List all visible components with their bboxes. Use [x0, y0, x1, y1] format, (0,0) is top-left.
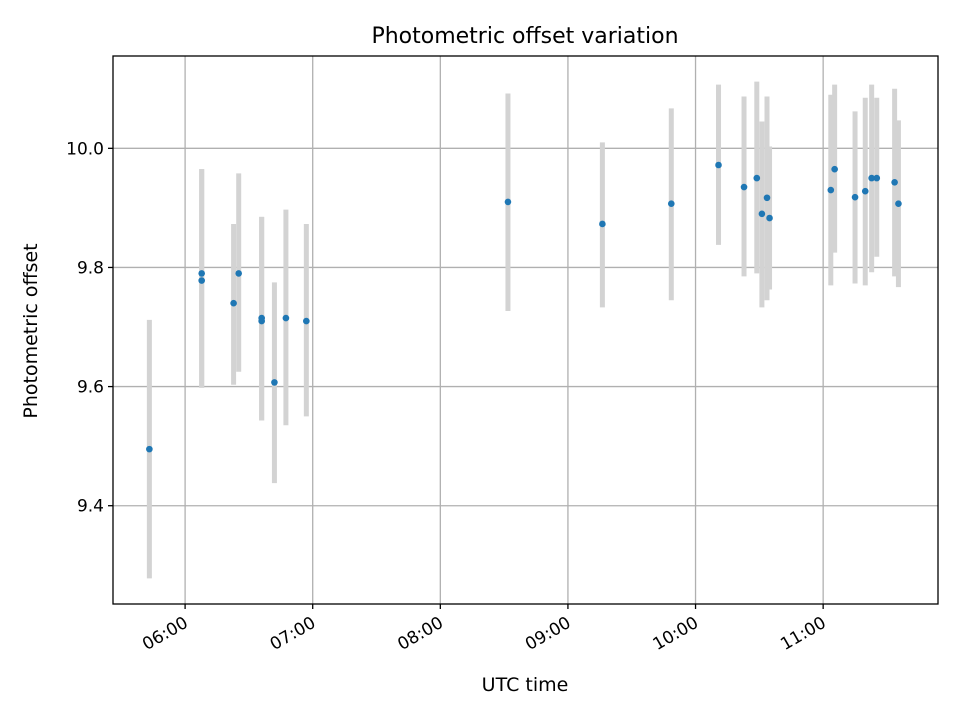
y-tick-label: 9.6 — [77, 378, 104, 398]
data-point — [763, 194, 771, 202]
data-point — [868, 174, 875, 182]
data-point — [740, 183, 748, 191]
data-point — [827, 186, 835, 194]
data-point — [753, 174, 761, 182]
data-point — [715, 161, 722, 169]
data-point — [758, 210, 766, 218]
chart-title: Photometric offset variation — [371, 24, 678, 49]
data-point — [667, 200, 675, 208]
y-tick-label: 10.0 — [66, 139, 104, 159]
data-point — [504, 198, 512, 206]
y-tick-label: 9.8 — [77, 258, 104, 278]
data-point — [831, 165, 838, 173]
grid — [113, 56, 938, 604]
data-point — [271, 379, 278, 386]
data-point — [766, 214, 773, 222]
data-point — [873, 174, 881, 182]
y-tick-label: 9.4 — [77, 497, 104, 517]
data-point — [146, 445, 153, 453]
data-point — [891, 178, 898, 186]
data-point — [851, 193, 859, 201]
data-point — [282, 314, 290, 322]
data-point — [235, 270, 242, 277]
y-axis-label: Photometric offset — [20, 243, 42, 418]
data-point — [861, 187, 869, 195]
x-axis-label: UTC time — [482, 674, 569, 696]
data-point — [895, 200, 902, 208]
data-point — [258, 317, 265, 325]
data-point — [198, 270, 205, 277]
data-points — [146, 161, 902, 453]
data-point — [599, 220, 606, 228]
plot-frame — [112, 55, 939, 605]
data-point — [303, 317, 310, 325]
data-point — [198, 277, 205, 284]
data-point — [230, 299, 237, 307]
